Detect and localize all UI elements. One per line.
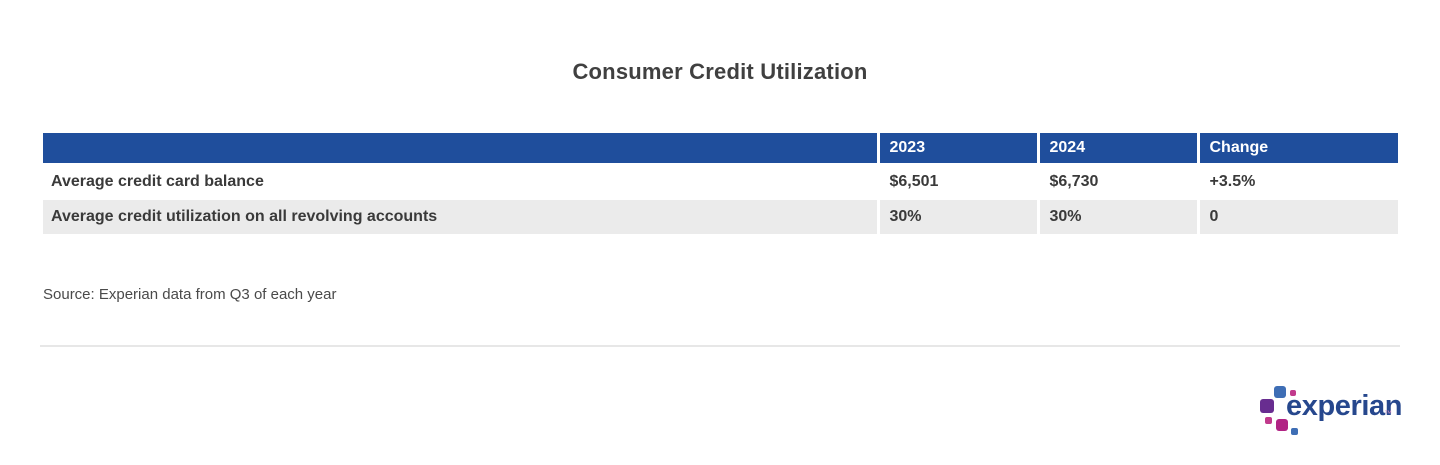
logo-dot-magenta <box>1290 390 1296 396</box>
trademark-symbol: ™ <box>1384 409 1392 418</box>
header-cell-change: Change <box>1196 133 1398 164</box>
logo-square-blue <box>1274 386 1286 398</box>
source-note: Source: Experian data from Q3 of each ye… <box>43 286 337 303</box>
experian-logo-mark-icon <box>1260 377 1300 435</box>
header-cell-empty <box>43 133 878 164</box>
value-change: 0 <box>1196 199 1398 234</box>
row-label: Average credit card balance <box>43 164 878 199</box>
value-2024: $6,730 <box>1036 164 1198 199</box>
table-container: 2023 2024 Change Average credit card bal… <box>43 133 1398 234</box>
logo-square-magenta-small <box>1265 417 1272 424</box>
page-title: Consumer Credit Utilization <box>572 59 868 84</box>
header-cell-2023: 2023 <box>876 133 1038 164</box>
table-row: Average credit utilization on all revolv… <box>43 199 1398 234</box>
experian-wordmark: experian <box>1286 390 1403 422</box>
logo-square-purple <box>1260 399 1274 413</box>
header-cell-2024: 2024 <box>1036 133 1198 164</box>
experian-logo: experian ™ <box>1260 377 1402 435</box>
logo-square-blue-small <box>1291 428 1298 435</box>
value-2023: 30% <box>876 199 1038 234</box>
value-change: +3.5% <box>1196 164 1398 199</box>
table-row: Average credit card balance $6,501 $6,73… <box>43 164 1398 199</box>
logo-square-crimson <box>1276 419 1288 431</box>
credit-utilization-table: 2023 2024 Change Average credit card bal… <box>43 133 1398 234</box>
table-header-row: 2023 2024 Change <box>43 133 1398 164</box>
row-label: Average credit utilization on all revolv… <box>43 199 878 234</box>
horizontal-divider <box>40 345 1400 347</box>
value-2024: 30% <box>1036 199 1198 234</box>
value-2023: $6,501 <box>876 164 1038 199</box>
